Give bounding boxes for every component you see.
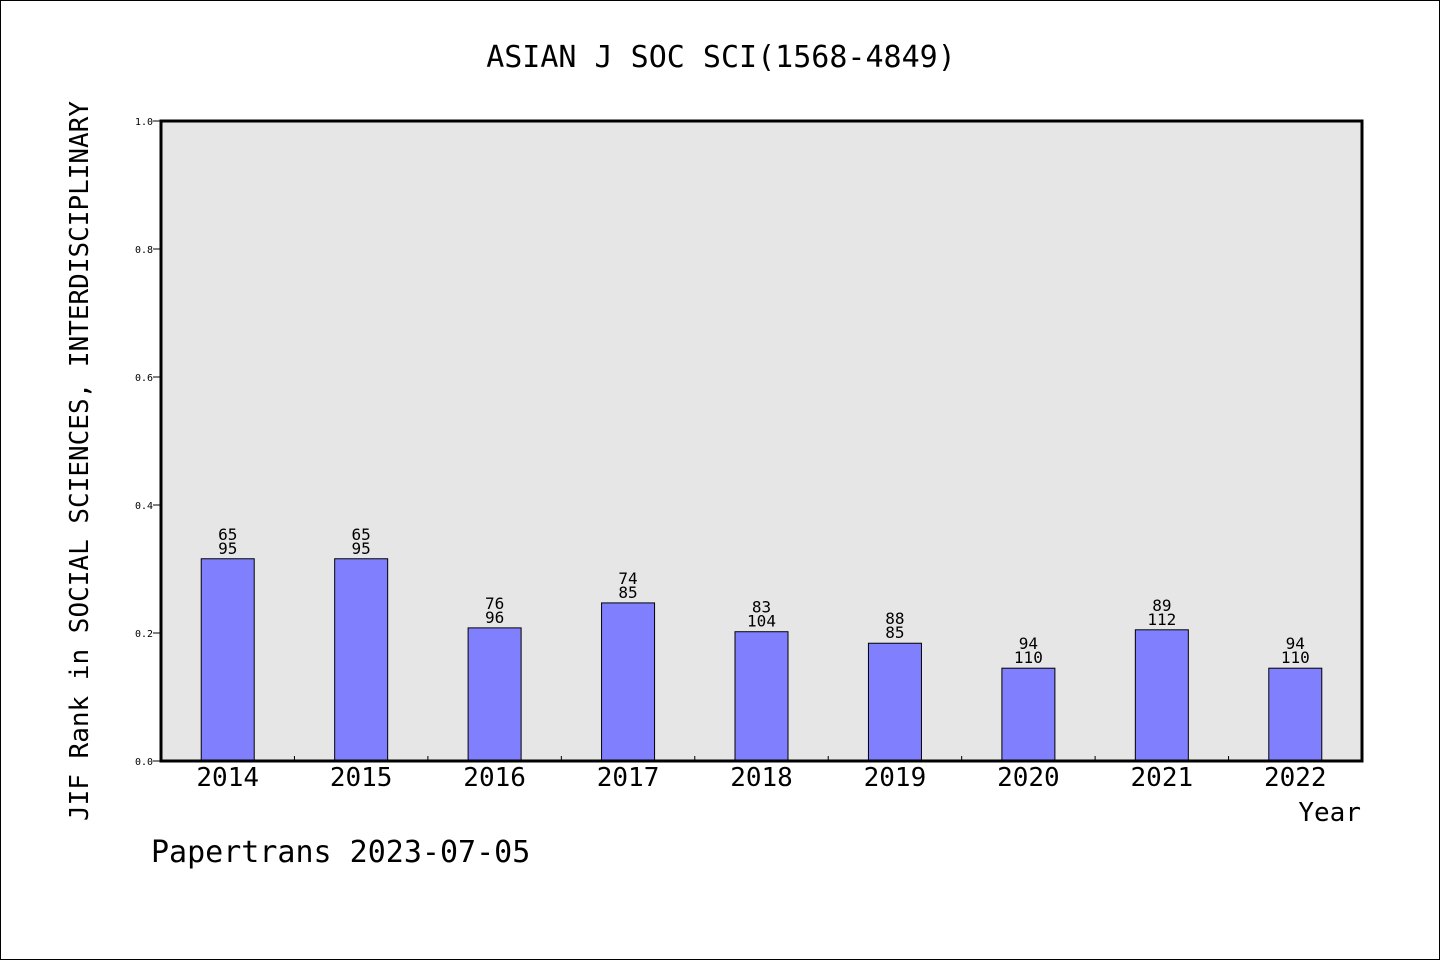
bar-2014 bbox=[200, 558, 255, 762]
bar-total-label: 110 bbox=[1014, 648, 1043, 667]
x-tick-label: 2022 bbox=[1264, 763, 1327, 793]
bar-rank-label: 94 bbox=[1286, 634, 1305, 653]
bar-2020 bbox=[1001, 667, 1056, 762]
y-axis-label: JIF Rank in SOCIAL SCIENCES, INTERDISCIP… bbox=[65, 101, 95, 821]
x-tick-label: 2017 bbox=[597, 763, 660, 793]
bar-rank-label: 65 bbox=[218, 525, 237, 544]
bar-2016 bbox=[467, 627, 522, 762]
bar-2015 bbox=[334, 558, 389, 762]
bar-total-label: 95 bbox=[352, 539, 371, 558]
y-tick-label: 0.0 bbox=[135, 757, 153, 768]
bar-2019 bbox=[867, 642, 922, 762]
bar-2017 bbox=[601, 602, 656, 762]
bar-total-label: 104 bbox=[747, 612, 776, 631]
bar-rank-label: 74 bbox=[618, 569, 637, 588]
ticks-group: 0.0 0.2 0.4 0.6 0.8 1.0 2014 2015 2016 2017 2018 20… bbox=[135, 117, 1327, 793]
bar-total-label: 112 bbox=[1147, 610, 1176, 629]
bar-total-label: 95 bbox=[218, 539, 237, 558]
bar-rank-label: 88 bbox=[885, 609, 904, 628]
x-tick-label: 2020 bbox=[997, 763, 1060, 793]
bar-rank-label: 76 bbox=[485, 594, 504, 613]
plot-border bbox=[159, 119, 1364, 763]
x-tick-label: 2014 bbox=[196, 763, 259, 793]
chart-title: ASIAN J SOC SCI(1568-4849) bbox=[486, 40, 956, 75]
bar-total-label: 85 bbox=[885, 623, 904, 642]
bar-2021 bbox=[1134, 629, 1189, 762]
bar-total-label: 110 bbox=[1281, 648, 1310, 667]
bar-rank-label: 65 bbox=[352, 525, 371, 544]
y-tick-label: 0.4 bbox=[135, 501, 153, 512]
x-tick-label: 2016 bbox=[463, 763, 526, 793]
bar-2018 bbox=[734, 631, 789, 762]
bar-rank-label: 94 bbox=[1019, 634, 1038, 653]
bar-total-label: 85 bbox=[618, 583, 637, 602]
footer-note: Papertrans 2023-07-05 bbox=[151, 835, 531, 870]
x-axis-label: Year bbox=[1298, 798, 1361, 828]
bar-2022 bbox=[1268, 667, 1323, 762]
x-tick-label: 2018 bbox=[730, 763, 793, 793]
x-tick-label: 2019 bbox=[864, 763, 927, 793]
bar-rank-label: 89 bbox=[1152, 596, 1171, 615]
x-tick-label: 2021 bbox=[1131, 763, 1194, 793]
y-tick-label: 0.6 bbox=[135, 373, 153, 384]
y-tick-label: 0.8 bbox=[135, 245, 153, 256]
bar-rank-label: 83 bbox=[752, 598, 771, 617]
bar-total-label: 96 bbox=[485, 608, 504, 627]
y-tick-label: 0.2 bbox=[135, 629, 153, 640]
x-tick-label: 2015 bbox=[330, 763, 393, 793]
y-tick-label: 1.0 bbox=[135, 117, 153, 128]
